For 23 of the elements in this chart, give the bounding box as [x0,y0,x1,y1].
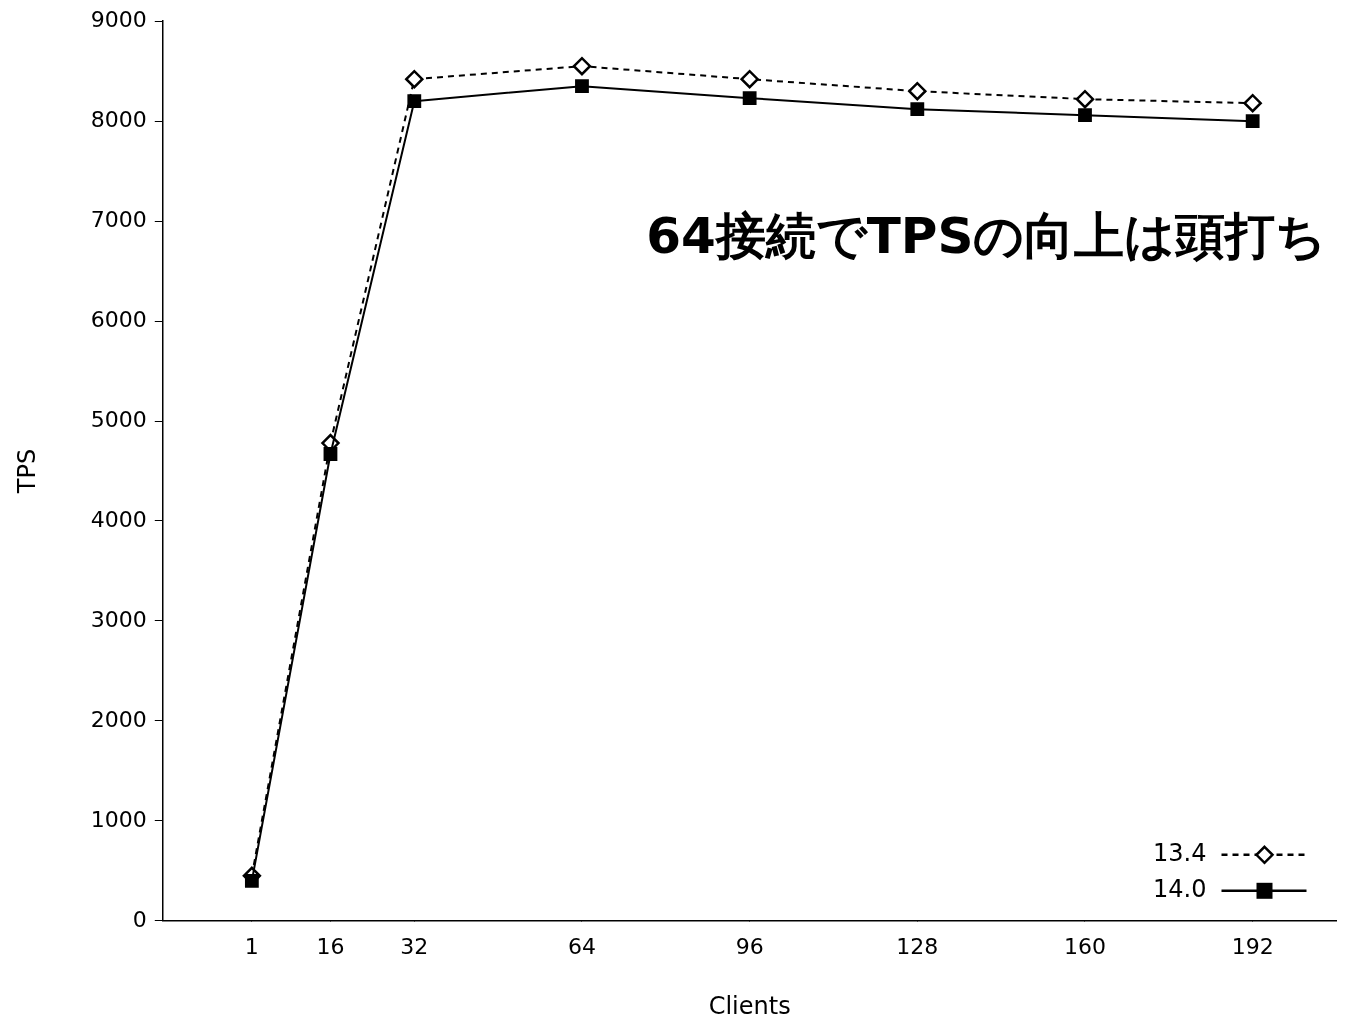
x-tick-label: 96 [735,933,764,959]
y-axis-title: TPS [12,448,41,495]
x-tick-label: 32 [400,933,429,959]
y-tick-label: 3000 [90,606,147,632]
x-tick-label: 160 [1063,933,1106,959]
y-tick-label: 6000 [90,306,147,332]
x-tick-label: 16 [316,933,345,959]
y-tick-label: 5000 [90,406,147,432]
x-tick-label: 64 [567,933,596,959]
legend-label: 13.4 [1153,839,1207,868]
x-tick-label: 128 [896,933,939,959]
y-tick-label: 8000 [90,106,147,132]
y-tick-label: 9000 [90,6,147,32]
y-tick-label: 4000 [90,506,147,532]
x-tick-label: 192 [1231,933,1274,959]
x-tick-label: 1 [244,933,259,959]
y-tick-label: 1000 [90,806,147,832]
annotation: 64接続でTPSの向上は頭打ち [646,206,1327,265]
x-axis-title: Clients [708,991,791,1020]
y-tick-label: 2000 [90,706,147,732]
y-tick-label: 0 [132,906,147,932]
y-tick-label: 7000 [90,206,147,232]
legend-label: 14.0 [1153,875,1207,904]
